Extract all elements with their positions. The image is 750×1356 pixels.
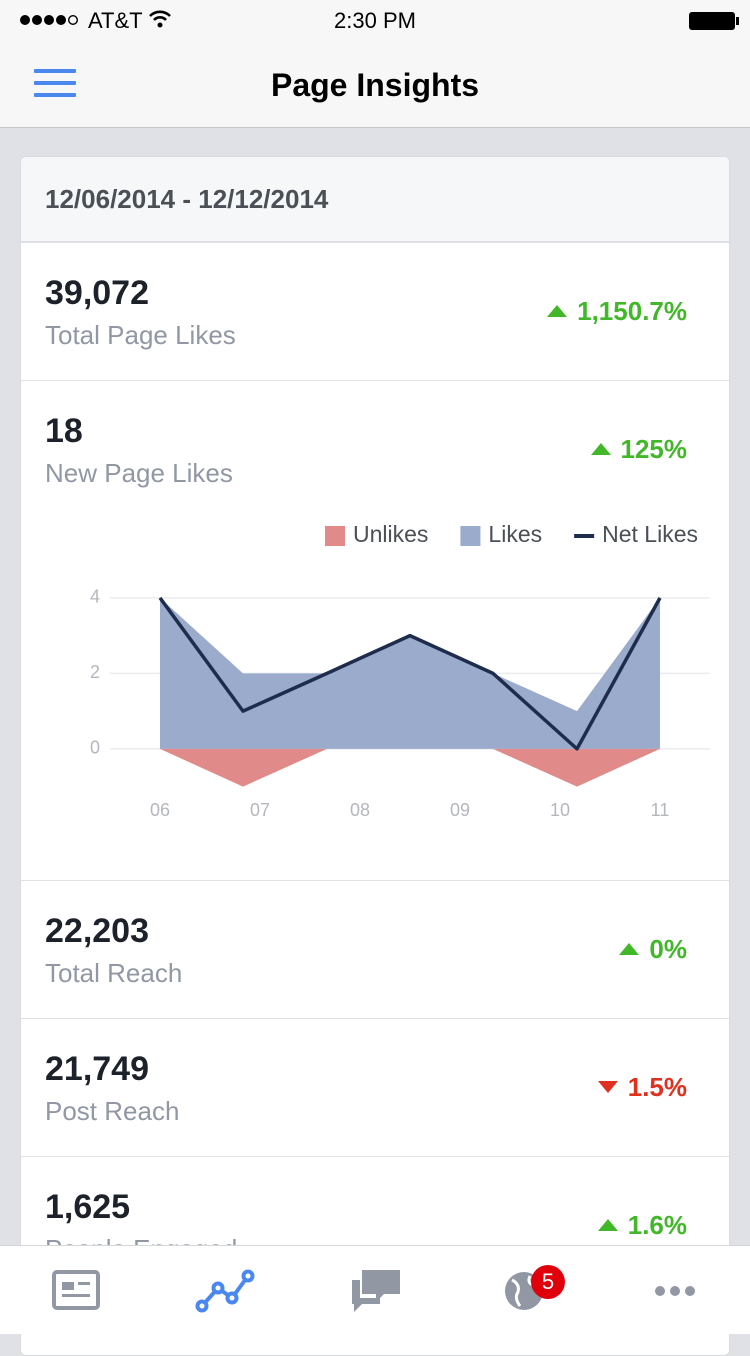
metric-change: 1,150.7% xyxy=(547,293,687,329)
legend-swatch xyxy=(460,526,481,546)
signal xyxy=(20,14,78,26)
date-range: 12/06/2014 - 12/12/2014 xyxy=(21,157,729,242)
metric-change: 1.6% xyxy=(597,1207,687,1243)
x-tick-label: 09 xyxy=(450,800,470,820)
legend-swatch xyxy=(574,534,595,538)
metric-change: 125% xyxy=(590,431,688,467)
metric-row: 18 New Page Likes 125% xyxy=(21,380,729,880)
metric-label: Total Page Likes xyxy=(45,320,236,350)
trend-arrow xyxy=(619,943,640,955)
clock: 2:30 PM xyxy=(334,8,416,33)
menu-button[interactable] xyxy=(34,69,76,97)
metric-value: 18 xyxy=(45,412,83,450)
insights-tab[interactable] xyxy=(195,1269,255,1313)
metric-value: 39,072 xyxy=(45,274,149,312)
wifi xyxy=(149,10,171,21)
tab-bar: 5 xyxy=(0,1245,750,1334)
x-tick-label: 08 xyxy=(350,800,370,820)
metric-label: Total Reach xyxy=(45,958,183,988)
x-tick-label: 10 xyxy=(550,800,570,820)
metric-row: 21,749 Post Reach 1.5% xyxy=(21,1018,729,1156)
metric-value: 1,625 xyxy=(45,1188,131,1226)
page-title: Page Insights xyxy=(270,67,480,103)
metric-change: 0% xyxy=(619,931,687,967)
x-tick-label: 06 xyxy=(150,800,170,820)
y-tick-label: 0 xyxy=(90,738,100,758)
metric-value: 21,749 xyxy=(45,1050,149,1088)
metric-value: 22,203 xyxy=(45,912,149,950)
change-value: 1.5% xyxy=(627,1072,687,1102)
line xyxy=(158,596,662,751)
legend-swatch xyxy=(325,526,345,546)
x-tick-label: 07 xyxy=(250,800,270,820)
x-tick-label: 11 xyxy=(651,800,670,820)
change-value: 0% xyxy=(649,934,687,964)
legend-label: Net Likes xyxy=(602,521,698,547)
area xyxy=(160,748,660,787)
notifications-tab[interactable] xyxy=(505,1265,565,1310)
legend-label: Likes xyxy=(488,521,542,547)
metric-change: 1.5% xyxy=(597,1069,687,1105)
tab-icons xyxy=(52,1265,695,1313)
y-tick-label: 4 xyxy=(90,587,100,607)
badge-count: 5 xyxy=(541,1269,555,1294)
more-tab[interactable] xyxy=(655,1286,695,1296)
legend-label: Unlikes xyxy=(353,521,428,547)
metric-label: Post Reach xyxy=(45,1096,180,1126)
status-nav-icons xyxy=(20,10,739,97)
likes-chart: 0 2 4 06 07 08 09 10 11 Net Likes Likes Unlikes xyxy=(90,521,710,820)
change-value: 1.6% xyxy=(627,1210,687,1240)
trend-arrow xyxy=(597,1219,618,1231)
news-tab[interactable] xyxy=(52,1270,100,1310)
trend-arrow xyxy=(547,305,568,317)
metric-row: 39,072 Total Page Likes 1,150.7% xyxy=(21,242,729,380)
trend-arrow xyxy=(590,443,611,455)
trend-arrow xyxy=(597,1081,618,1093)
badge xyxy=(531,1265,565,1299)
metric-label: New Page Likes xyxy=(45,458,233,488)
y-tick-label: 2 xyxy=(90,662,100,682)
battery xyxy=(689,12,735,30)
metric-row: 22,203 Total Reach 0% xyxy=(21,880,729,1018)
messages-tab[interactable] xyxy=(352,1270,400,1312)
change-value: 125% xyxy=(620,434,688,464)
top-bar: AT&T 2:30 PM Page Insights xyxy=(0,0,750,128)
carrier: AT&T xyxy=(88,8,143,33)
change-value: 1,150.7% xyxy=(577,296,687,326)
